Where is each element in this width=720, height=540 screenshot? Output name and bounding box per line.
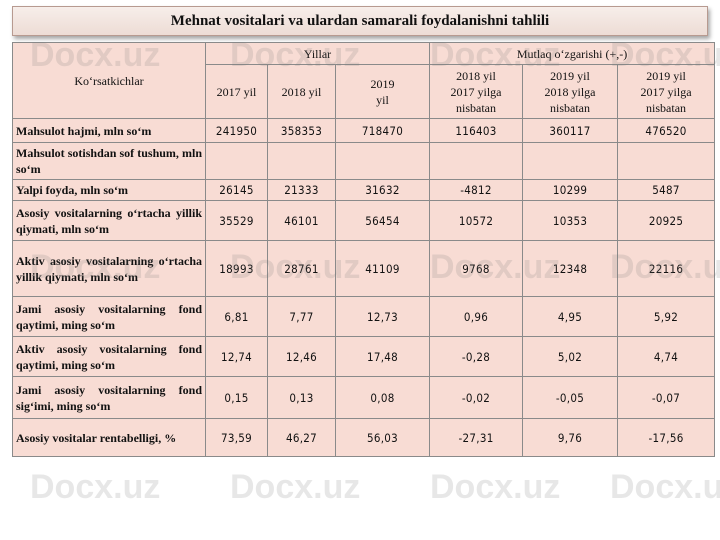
table-cell: 476520 [617,118,716,143]
header-year: 2019 yil [334,64,431,119]
table-cell: 0,96 [429,296,524,337]
row-label: Yalpi foyda, mln so‘m [12,179,206,201]
table-cell: 46101 [267,200,336,241]
data-table: Ko‘rsatkichlar Yillar Mutlaq o‘zgarishi … [12,42,716,457]
table-row: Yalpi foyda, mln so‘m 26145 21333 31632 -481… [12,179,716,201]
row-label: Aktiv asosiy vositalarning o‘rtacha yill… [12,240,206,297]
table-cell: 0,15 [205,376,268,419]
table-cell: 718470 [334,118,431,143]
row-label: Mahsulot hajmi, mln so‘m [12,118,206,143]
table-cell: -0,05 [522,376,619,419]
header-years-group: Yillar [204,42,431,65]
table-cell: 12,74 [205,336,268,377]
table-row: Mahsulot hajmi, mln so‘m 241950 358353 7184… [12,118,716,143]
header-change: 2018 yil 2017 yilga nisbatan [429,64,524,119]
watermark: Docx.uz [30,468,161,506]
table-row: Asosiy vositalarning o‘rtacha yillik qiy… [12,200,716,241]
table-cell: 116403 [429,118,524,143]
table-title: Mehnat vositalari va ulardan samarali fo… [12,6,708,36]
table-cell: 12,46 [267,336,336,377]
table-cell: 31632 [334,179,431,201]
header-indicators: Ko‘rsatkichlar [12,42,206,119]
table-cell: 46,27 [267,418,336,457]
watermark: Docx.uz [230,468,361,506]
table-cell: 10299 [522,179,619,201]
header-year: 2017 yil [205,64,268,119]
header-change: 2019 yil 2017 yilga nisbatan [617,64,716,119]
table-cell: -17,56 [617,418,716,457]
table-cell: 360117 [522,118,619,143]
row-label: Mahsulot sotishdan sof tushum, mln so‘m [12,142,206,180]
watermark: Docx.uz [430,468,561,506]
table-cell: -0,28 [429,336,524,377]
table-cell: 9768 [429,240,524,297]
table-cell [267,142,336,180]
watermark: Docx.uz [610,468,720,506]
table-cell: 0,08 [334,376,431,419]
table-cell: 35529 [205,200,268,241]
table-cell [617,142,716,180]
table-row: Jami asosiy vositalarning fond qaytimi, … [12,296,716,337]
table-cell: 12,73 [334,296,431,337]
table-cell [334,142,431,180]
table-cell: -27,31 [429,418,524,457]
table-cell: -4812 [429,179,524,201]
table-row: Mahsulot sotishdan sof tushum, mln so‘m [12,142,716,180]
table-cell: 0,13 [267,376,336,419]
table-cell: 10353 [522,200,619,241]
header-change: 2019 yil 2018 yilga nisbatan [522,64,619,119]
table-cell: 12348 [522,240,619,297]
table-cell: 241950 [205,118,268,143]
table-cell: 4,74 [617,336,716,377]
table-cell: 56454 [334,200,431,241]
row-label: Asosiy vositalarning o‘rtacha yillik qiy… [12,200,206,241]
table-cell: 9,76 [522,418,619,457]
table-cell: 73,59 [205,418,268,457]
row-label: Jami asosiy vositalarning fond qaytimi, … [12,296,206,337]
table-cell: 41109 [334,240,431,297]
table-cell: 10572 [429,200,524,241]
table-cell [522,142,619,180]
table-cell: 4,95 [522,296,619,337]
table-cell [205,142,268,180]
table-row: Aktiv asosiy vositalarning fond qaytimi,… [12,336,716,377]
table-row: Jami asosiy vositalarning fond sig‘imi, … [12,376,716,419]
table-cell: 21333 [267,179,336,201]
table-cell: 28761 [267,240,336,297]
table-row: Aktiv asosiy vositalarning o‘rtacha yill… [12,240,716,297]
row-label: Asosiy vositalar rentabelligi, % [12,418,206,457]
row-label: Aktiv asosiy vositalarning fond qaytimi,… [12,336,206,377]
table-cell: 6,81 [205,296,268,337]
table-cell: 358353 [267,118,336,143]
table-cell: 22116 [617,240,716,297]
table-cell: 26145 [205,179,268,201]
table-title-text: Mehnat vositalari va ulardan samarali fo… [170,12,550,29]
table-cell: 5,02 [522,336,619,377]
header-year: 2018 yil [267,64,336,119]
row-label: Jami asosiy vositalarning fond sig‘imi, … [12,376,206,419]
table-cell: -0,07 [617,376,716,419]
table-cell: -0,02 [429,376,524,419]
table-cell: 56,03 [334,418,431,457]
table-row: Asosiy vositalar rentabelligi, % 73,59 46,… [12,418,716,457]
table-cell: 7,77 [267,296,336,337]
table-cell [429,142,524,180]
table-cell: 5487 [617,179,716,201]
table-cell: 5,92 [617,296,716,337]
table-cell: 20925 [617,200,716,241]
table-cell: 18993 [205,240,268,297]
header-change-group: Mutlaq o‘zgarishi (+,-) [429,42,716,65]
table-cell: 17,48 [334,336,431,377]
